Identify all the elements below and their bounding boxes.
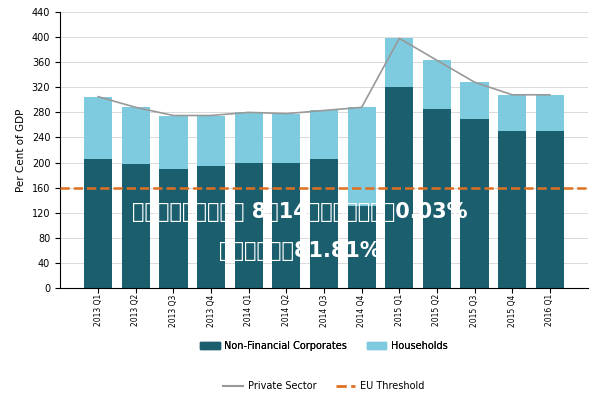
Bar bbox=[84, 97, 112, 160]
Bar bbox=[347, 107, 376, 206]
Bar bbox=[235, 162, 263, 288]
Text: ，转股溢价率81.81%: ，转股溢价率81.81% bbox=[219, 241, 381, 261]
Bar bbox=[423, 60, 451, 109]
Bar bbox=[272, 162, 301, 288]
Bar bbox=[460, 82, 489, 119]
Bar bbox=[272, 114, 301, 162]
Y-axis label: Per Cent of GDP: Per Cent of GDP bbox=[16, 108, 26, 192]
Bar bbox=[536, 95, 564, 131]
Bar bbox=[460, 119, 489, 288]
Bar bbox=[310, 160, 338, 288]
Bar bbox=[84, 160, 112, 288]
Bar bbox=[498, 131, 526, 288]
Legend: Non-Financial Corporates, Households: Non-Financial Corporates, Households bbox=[196, 337, 452, 355]
Bar bbox=[536, 131, 564, 288]
Bar bbox=[197, 116, 225, 166]
Legend: Private Sector, EU Threshold: Private Sector, EU Threshold bbox=[220, 377, 428, 395]
Bar bbox=[122, 107, 150, 164]
Bar bbox=[235, 112, 263, 162]
Bar bbox=[122, 164, 150, 288]
Bar bbox=[197, 166, 225, 288]
Bar bbox=[159, 116, 188, 169]
Bar bbox=[385, 38, 413, 87]
Text: 智沪深股票配资平台 8月14日奥佳转债下跌0.03%: 智沪深股票配资平台 8月14日奥佳转债下跌0.03% bbox=[132, 202, 468, 222]
Bar bbox=[347, 206, 376, 288]
Bar bbox=[385, 87, 413, 288]
Bar bbox=[498, 95, 526, 131]
Bar bbox=[159, 169, 188, 288]
Bar bbox=[310, 110, 338, 160]
Bar bbox=[423, 109, 451, 288]
